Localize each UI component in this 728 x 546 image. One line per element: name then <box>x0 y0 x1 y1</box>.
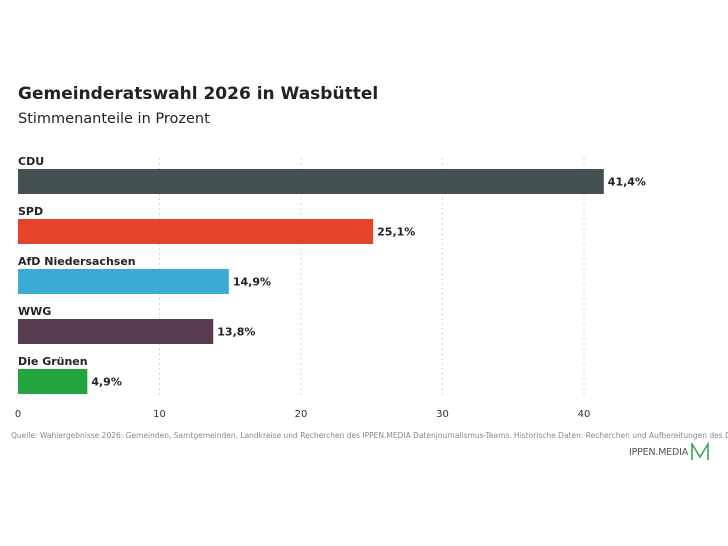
bar <box>18 219 374 244</box>
value-label: 13,8% <box>217 326 255 339</box>
value-label: 25,1% <box>377 226 415 239</box>
publisher-logo: IPPEN.MEDIA <box>629 442 709 462</box>
category-label: CDU <box>18 155 44 168</box>
bar <box>18 169 604 194</box>
category-label: WWG <box>18 305 51 318</box>
logo-text: IPPEN.MEDIA <box>629 446 689 458</box>
value-label: 41,4% <box>608 176 646 189</box>
labels: CDU 41,4% SPD 25,1% AfD Niedersachsen 14,9% WW… <box>18 155 646 389</box>
x-tick-label: 10 <box>153 409 166 420</box>
bar-chart: CDU 41,4% SPD 25,1% AfD Niedersachsen 14,9% WW… <box>15 155 646 420</box>
bar <box>18 369 88 394</box>
bar <box>18 269 229 294</box>
bar <box>18 319 214 344</box>
value-label: 4,9% <box>91 376 122 389</box>
value-label: 14,9% <box>233 276 271 289</box>
category-label: SPD <box>18 205 43 218</box>
ippen-media-m-logo-icon <box>691 442 709 460</box>
x-tick-label: 30 <box>436 409 449 420</box>
x-tick-label: 40 <box>578 409 591 420</box>
source-note: Quelle: Wahlergebnisse 2026: Gemeinden, … <box>11 431 728 440</box>
category-label: Die Grünen <box>18 355 88 368</box>
x-tick-label: 20 <box>295 409 308 420</box>
bars <box>18 169 604 394</box>
x-tick-label: 0 <box>15 409 21 420</box>
x-axis-ticks: 0 10 20 30 40 <box>15 409 591 420</box>
chart-title: Gemeinderatswahl 2026 in Wasbüttel <box>18 84 379 104</box>
category-label: AfD Niedersachsen <box>18 255 136 268</box>
chart-subtitle: Stimmenanteile in Prozent <box>18 111 210 127</box>
